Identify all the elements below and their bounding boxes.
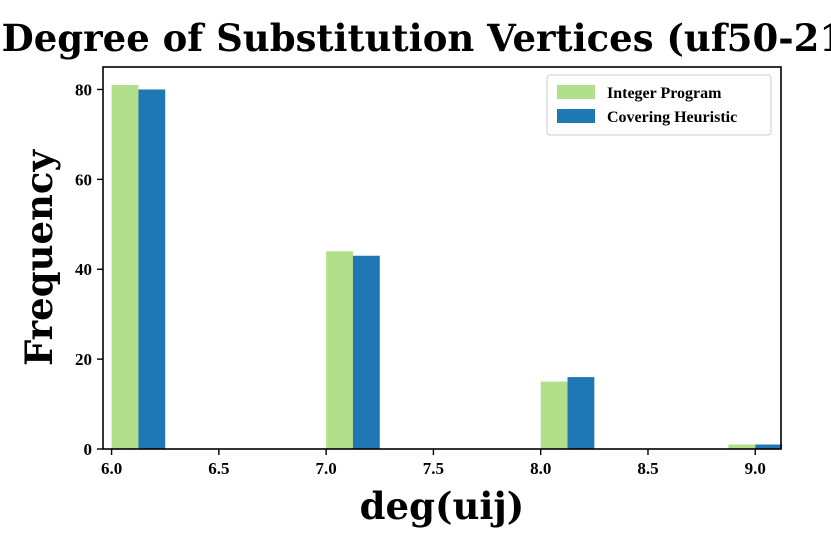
x-tick-label-5: 8.5: [637, 459, 658, 478]
legend-swatch-1: [557, 109, 595, 123]
y-tick-label-3: 60: [75, 170, 92, 189]
bar-series-0-3: [728, 444, 756, 449]
bar-series-0-0: [111, 84, 139, 449]
bar-series-1-1: [352, 255, 380, 449]
bars-group: [111, 84, 783, 449]
chart-title: Degree of Substitution Vertices (uf50-21…: [2, 16, 831, 60]
legend: Integer Program Covering Heuristic: [546, 74, 772, 136]
legend-label-0: Integer Program: [607, 85, 722, 102]
y-tick-label-0: 0: [84, 440, 93, 459]
x-axis-label: deg(uij): [360, 484, 525, 528]
x-tick-label-0: 6.0: [101, 459, 122, 478]
y-tick-label-1: 20: [75, 350, 92, 369]
bar-series-1-0: [138, 89, 166, 449]
legend-frame: [546, 74, 772, 136]
y-axis-label: Frequency: [17, 149, 61, 366]
bar-series-1-3: [755, 444, 783, 449]
legend-label-1: Covering Heuristic: [607, 109, 737, 126]
bar-series-0-1: [326, 251, 353, 449]
x-axis-ticks: 6.0 6.5 7.0 7.5 8.0 8.5 9.0: [101, 449, 766, 478]
x-tick-label-3: 7.5: [423, 459, 444, 478]
plot-area-frame: [102, 66, 782, 450]
x-tick-label-1: 6.5: [208, 459, 229, 478]
x-tick-label-4: 8.0: [530, 459, 551, 478]
y-tick-label-4: 80: [75, 80, 92, 99]
bar-series-1-2: [567, 377, 595, 449]
x-tick-label-6: 9.0: [745, 459, 766, 478]
x-tick-label-2: 7.0: [316, 459, 337, 478]
legend-swatch-0: [557, 85, 595, 99]
y-tick-label-2: 40: [75, 260, 92, 279]
bar-series-0-2: [540, 381, 568, 449]
y-axis-ticks: 0 20 40 60 80: [75, 80, 103, 459]
